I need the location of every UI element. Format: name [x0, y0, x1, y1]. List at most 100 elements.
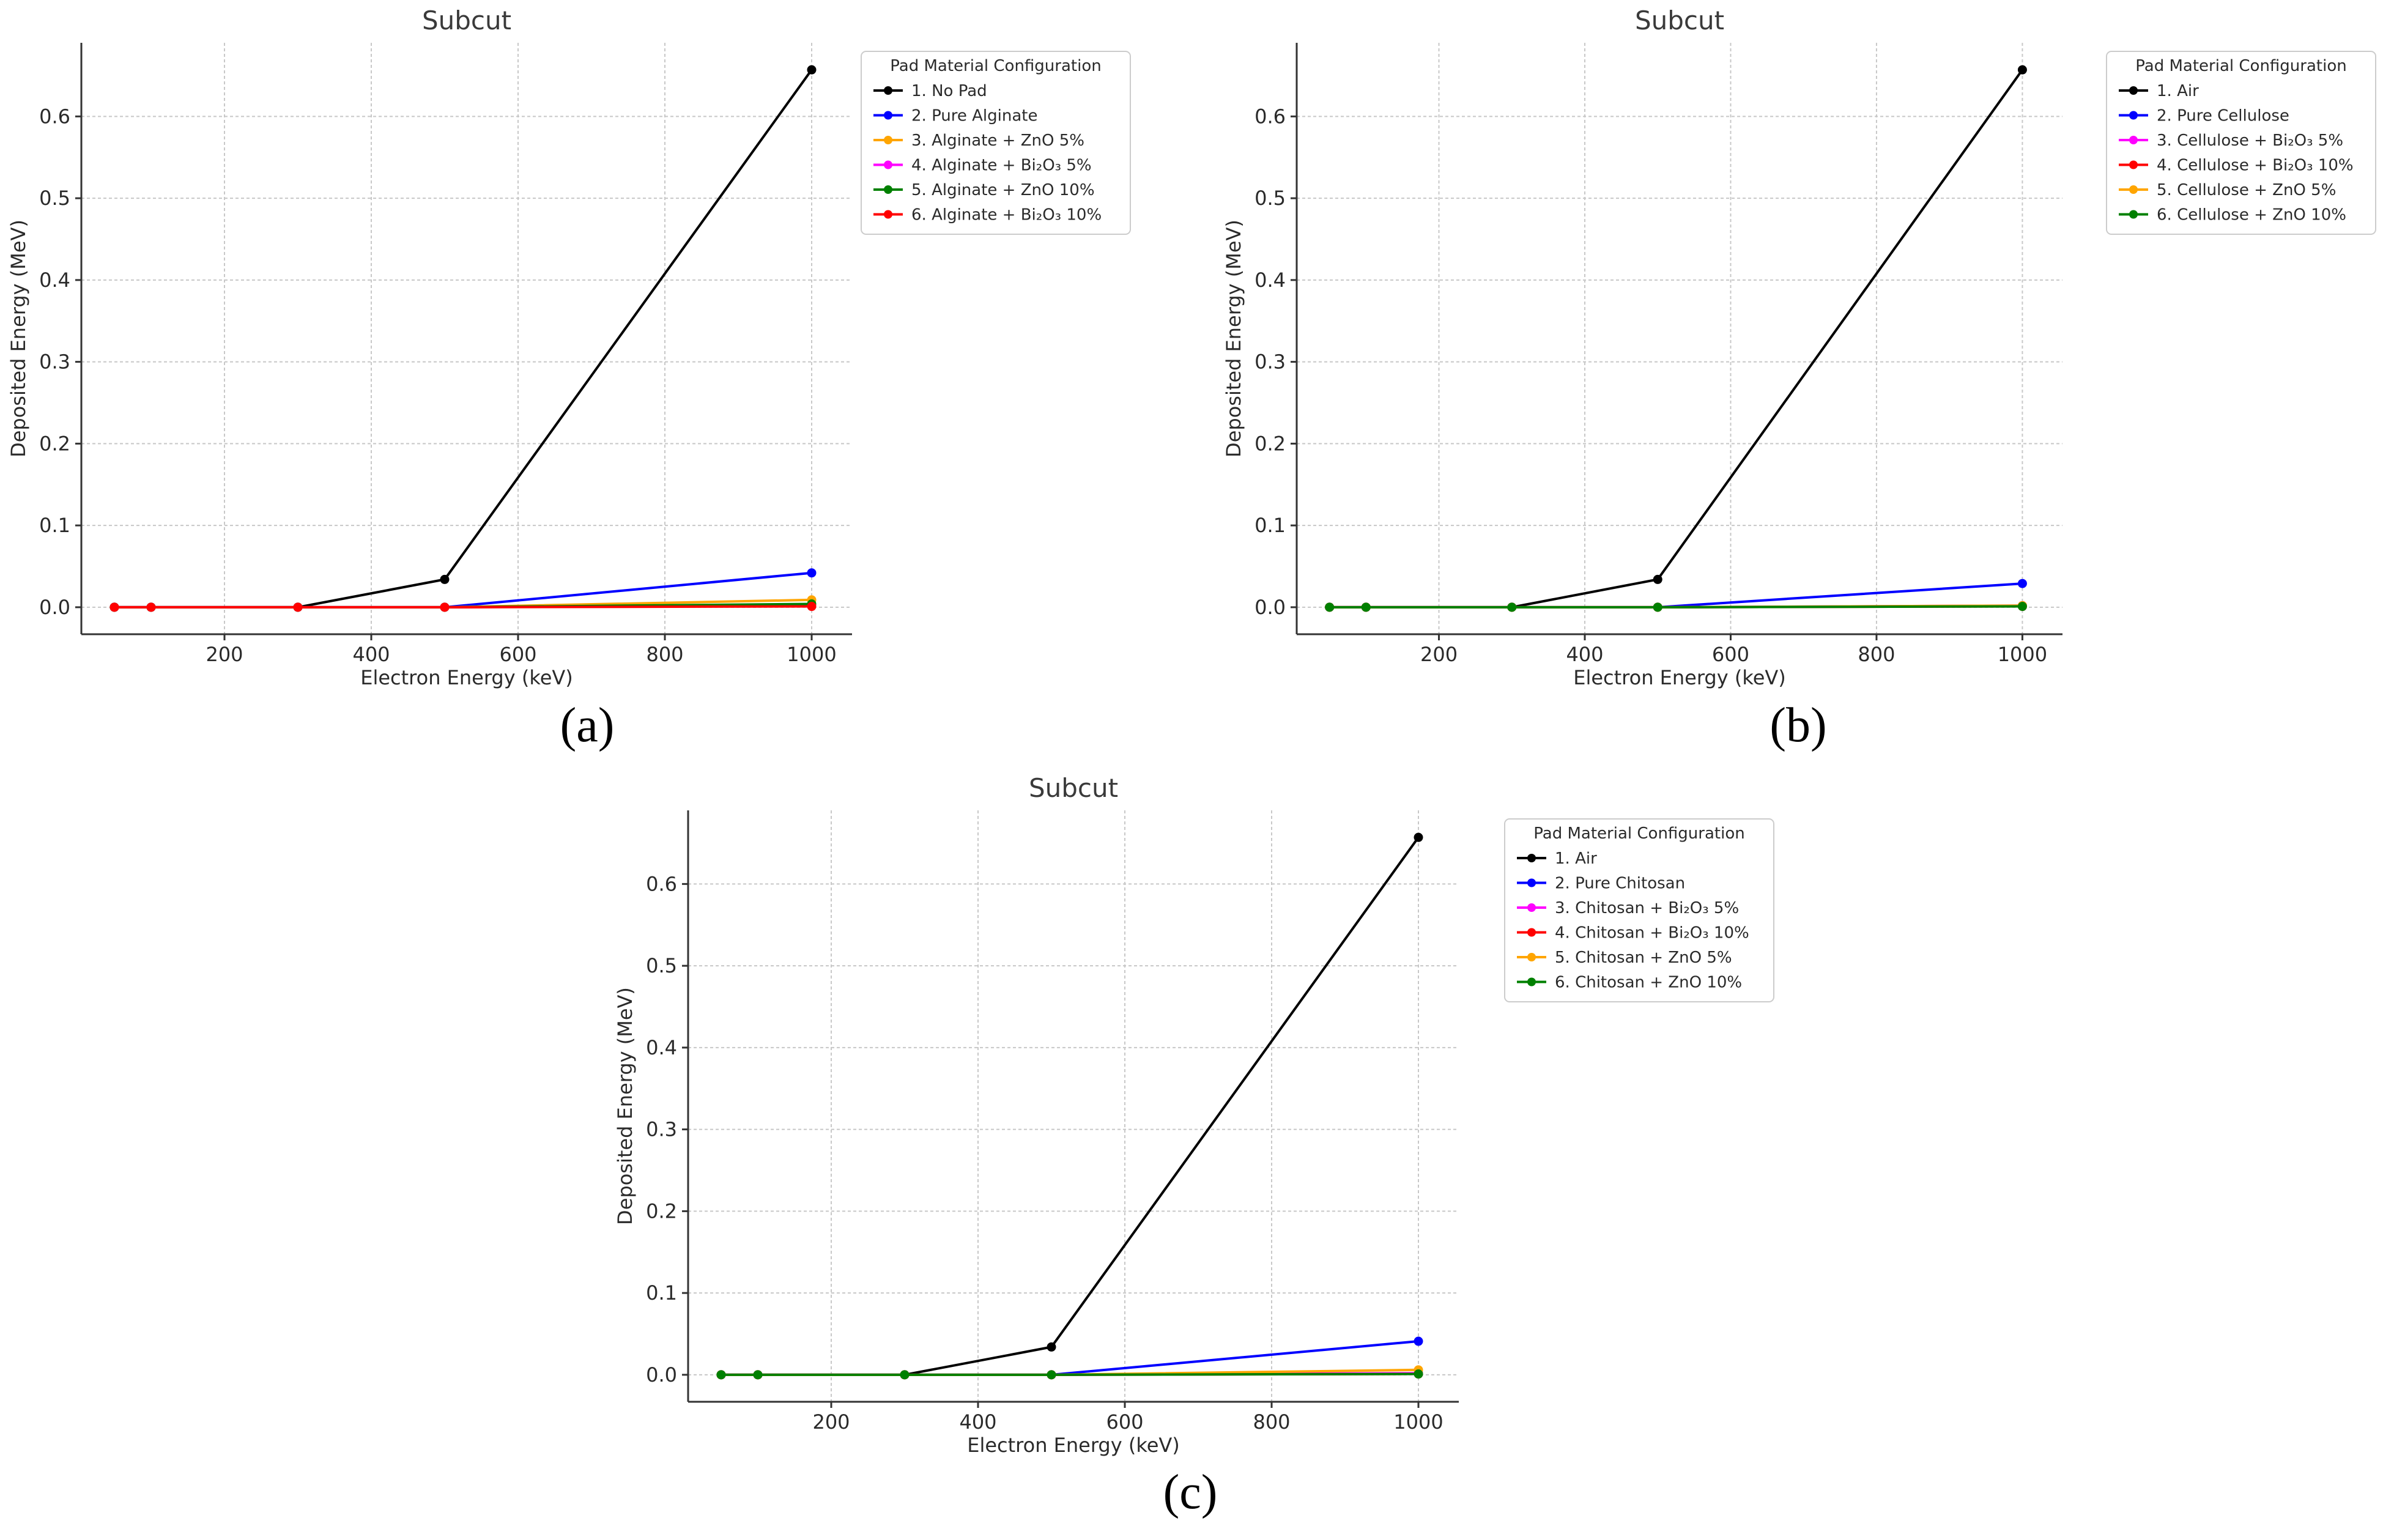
x-tick-label: 600	[1106, 1410, 1143, 1434]
series-6-point	[293, 602, 303, 612]
y-tick-label: 0.0	[1255, 596, 1286, 619]
series-2-point	[807, 568, 817, 578]
legend-swatch-marker	[1527, 977, 1536, 987]
x-tick-label: 1000	[787, 643, 836, 666]
x-tick-label: 400	[352, 643, 390, 666]
legend-entry: 4. Cellulose + Bi₂O₃ 10%	[2157, 157, 2354, 175]
y-tick-label: 0.1	[1255, 514, 1286, 537]
legend-swatch-marker	[2129, 111, 2138, 120]
series-1-point	[1414, 832, 1423, 842]
x-tick-label: 600	[1712, 643, 1749, 666]
legend-entry: 4. Chitosan + Bi₂O₃ 10%	[1555, 924, 1749, 942]
legend-box	[1504, 818, 1774, 1002]
x-tick-label: 800	[646, 643, 683, 666]
series-line-2	[721, 1340, 1419, 1376]
y-tick-label: 0.0	[646, 1363, 677, 1386]
y-tick-label: 0.3	[646, 1118, 677, 1141]
series-1-point	[807, 65, 817, 75]
legend-swatch-marker	[1527, 928, 1536, 937]
y-tick-label: 0.2	[646, 1199, 677, 1223]
panel-caption: (a)	[560, 698, 615, 752]
legend-entry: 5. Chitosan + ZnO 5%	[1555, 949, 1732, 967]
legend-entry: 4. Alginate + Bi₂O₃ 5%	[911, 157, 1092, 175]
series-6-point	[1653, 602, 1662, 612]
y-tick-label: 0.5	[39, 187, 70, 210]
series-6-point	[753, 1370, 763, 1380]
x-tick-label: 200	[206, 643, 243, 666]
legend-entry: 1. Air	[2157, 82, 2199, 100]
y-tick-label: 0.6	[39, 105, 70, 128]
series-1-point	[440, 574, 450, 584]
y-tick-label: 0.6	[1255, 105, 1286, 128]
legend-title: Pad Material Configuration	[1533, 824, 1744, 843]
legend-swatch-marker	[2129, 160, 2138, 169]
series-6-point	[1361, 602, 1371, 612]
legend-entry: 6. Alginate + Bi₂O₃ 10%	[911, 206, 1102, 224]
y-tick-label: 0.4	[39, 268, 70, 292]
series-2-point	[2017, 579, 2027, 588]
series-6-point	[1047, 1370, 1056, 1380]
series-6-point	[2017, 602, 2027, 612]
series-6-point	[1414, 1369, 1423, 1379]
series-6-point	[900, 1370, 910, 1380]
panel-caption: (c)	[1163, 1465, 1218, 1519]
x-tick-label: 1000	[1998, 643, 2047, 666]
y-tick-label: 0.5	[646, 954, 677, 977]
legend-entry: 2. Pure Cellulose	[2157, 107, 2289, 125]
legend-swatch-marker	[884, 111, 892, 120]
legend-entry: 2. Pure Chitosan	[1555, 875, 1685, 893]
legend-entry: 6. Cellulose + ZnO 10%	[2157, 206, 2346, 224]
chart-title: Subcut	[422, 6, 511, 35]
x-tick-label: 400	[1566, 643, 1603, 666]
series-6-point	[109, 602, 119, 612]
legend-swatch-marker	[2129, 210, 2138, 219]
y-tick-label: 0.1	[39, 514, 70, 537]
legend-entry: 3. Chitosan + Bi₂O₃ 5%	[1555, 899, 1739, 917]
y-axis-label: Deposited Energy (MeV)	[613, 987, 637, 1225]
x-tick-label: 800	[1858, 643, 1895, 666]
y-tick-label: 0.4	[646, 1036, 677, 1059]
legend-entry: 3. Cellulose + Bi₂O₃ 5%	[2157, 131, 2343, 150]
series-6-point	[1507, 602, 1517, 612]
series-line-1	[114, 68, 813, 609]
legend-swatch-marker	[884, 86, 892, 95]
y-axis-label: Deposited Energy (MeV)	[7, 220, 30, 457]
series-1-point	[1653, 574, 1662, 584]
x-axis-label: Electron Energy (keV)	[1573, 666, 1786, 689]
legend-title: Pad Material Configuration	[2135, 57, 2346, 75]
y-tick-label: 0.5	[1255, 187, 1286, 210]
legend-entry: 5. Alginate + ZnO 10%	[911, 181, 1095, 199]
chart-panel-2: 200 400 600 800 1000 0.0 0.1 0.2 0.3 0.4 0.5 0.6 Sub…	[1222, 6, 2376, 752]
legend-swatch-marker	[2129, 185, 2138, 194]
y-tick-label: 0.0	[39, 596, 70, 619]
x-axis-label: Electron Energy (keV)	[360, 666, 573, 689]
x-tick-label: 1000	[1393, 1410, 1443, 1434]
series-1-point	[2017, 65, 2027, 75]
series-line-6	[721, 1372, 1419, 1376]
chart-panel-1: 200 400 600 800 1000 0.0 0.1 0.2 0.3 0.4 0.5 0.6 Sub…	[7, 6, 1131, 752]
legend-swatch-marker	[2129, 136, 2138, 144]
x-tick-label: 600	[499, 643, 536, 666]
legend-entry: 5. Cellulose + ZnO 5%	[2157, 181, 2336, 199]
legend-entry: 1. Air	[1555, 850, 1597, 868]
series-1-point	[1047, 1342, 1056, 1352]
series-6-point	[1325, 602, 1335, 612]
x-tick-label: 800	[1253, 1410, 1290, 1434]
y-tick-label: 0.2	[39, 432, 70, 455]
chart-title: Subcut	[1029, 773, 1118, 803]
series-6-point	[807, 602, 817, 612]
x-axis-label: Electron Energy (keV)	[967, 1434, 1180, 1457]
chart-title: Subcut	[1635, 6, 1724, 35]
legend-swatch-marker	[2129, 86, 2138, 95]
legend-swatch-marker	[1527, 903, 1536, 912]
legend-entry: 1. No Pad	[911, 82, 987, 100]
legend-swatch-marker	[1527, 878, 1536, 887]
legend-box	[2106, 51, 2376, 235]
y-tick-label: 0.6	[646, 872, 677, 895]
legend-entry: 2. Pure Alginate	[911, 107, 1038, 125]
legend-swatch-marker	[884, 210, 892, 219]
y-tick-label: 0.1	[646, 1281, 677, 1305]
series-line-2	[1329, 582, 2023, 609]
legend-title: Pad Material Configuration	[890, 57, 1101, 75]
